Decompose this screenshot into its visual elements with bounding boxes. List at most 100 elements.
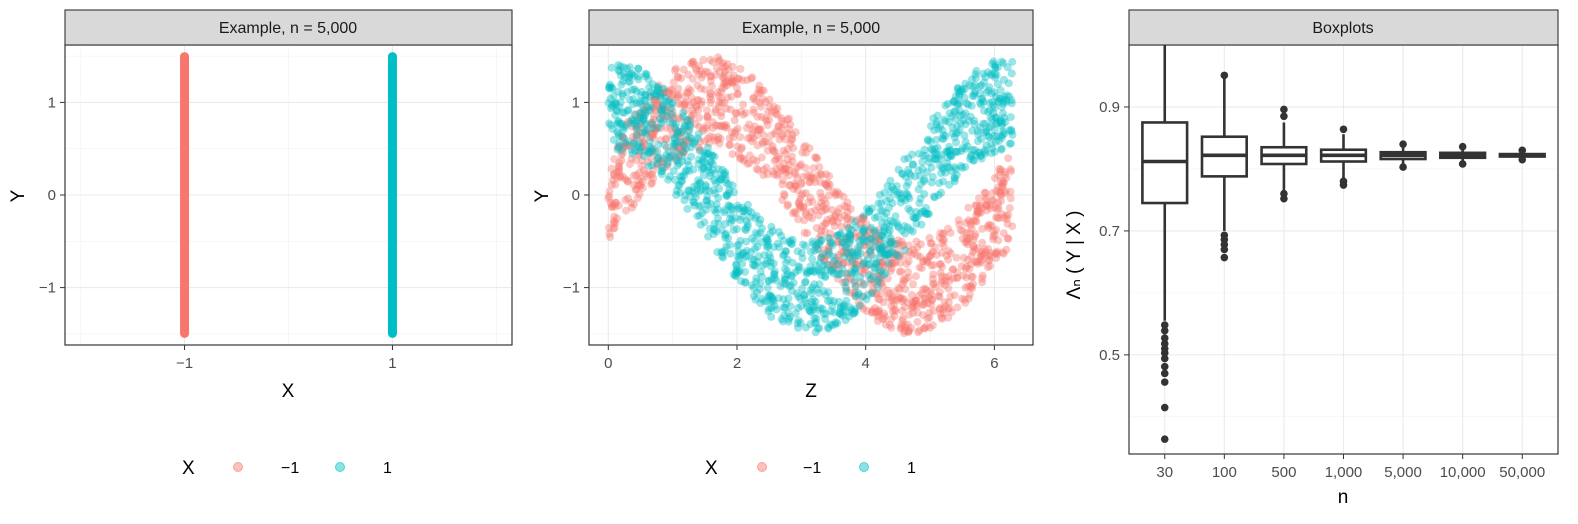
scatter-point [860,213,868,222]
scatter-point [755,285,764,294]
scatter-point [714,214,722,223]
scatter-point [874,271,883,280]
scatter-point [859,304,868,313]
scatter-point [977,247,986,256]
scatter-point [683,136,692,145]
scatter-point [927,300,936,309]
scatter-point [824,191,833,200]
scatter-point [981,145,990,154]
scatter-point [882,250,891,259]
scatter-point [905,169,914,178]
scatter-point [826,296,835,305]
scatter-point [976,201,985,210]
scatter-point [703,192,712,201]
scatter-point [898,316,907,325]
scatter-point [941,302,949,311]
scatter-point [632,123,640,132]
scatter-point [724,76,733,85]
scatter-point [613,127,622,136]
scatter-point [857,266,866,275]
scatter-point [763,121,772,129]
scatter-point [737,144,746,153]
scatter-point [939,165,948,174]
scatter-point [616,119,625,128]
scatter-point [715,139,724,148]
scatter-point [894,236,903,245]
scatter-point [641,106,650,115]
scatter-point [788,131,797,139]
scatter-point [657,106,666,115]
scatter-point [936,260,945,268]
scatter-point [799,203,808,212]
scatter-point [904,257,913,266]
scatter-point [783,270,792,279]
scatter-point [840,201,849,210]
scatter-point [834,256,843,265]
scatter-point [850,217,859,226]
scatter-point [890,311,899,320]
scatter-point [831,320,840,329]
scatter-point [782,279,790,288]
scatter-point [901,189,910,198]
scatter-point [695,202,704,211]
scatter-point [950,291,959,300]
scatter-point [717,248,726,257]
scatter-point [771,129,780,138]
scatter-point [788,239,796,248]
scatter-point [654,140,663,149]
scatter-point [612,173,621,182]
scatter-point [683,121,692,130]
scatter-point [679,141,688,150]
scatter-point [885,253,894,262]
scatter-point [779,236,788,245]
scatter-point [857,219,866,227]
scatter-point [999,178,1008,187]
scatter-point [855,236,864,245]
scatter-point [913,243,922,252]
scatter-point [789,144,798,152]
scatter-point [723,60,732,68]
scatter-point [890,253,899,262]
scatter-point [895,251,904,260]
scatter-point [932,120,941,129]
scatter-point [851,260,860,269]
scatter-point [617,146,626,155]
scatter-point [817,170,826,179]
scatter-point [979,69,988,78]
scatter-point [640,139,649,148]
scatter-point [766,229,775,238]
scatter-point [805,144,814,153]
scatter-point [900,295,908,304]
scatter-point [851,292,860,301]
scatter-point [759,261,767,270]
scatter-point [715,56,724,65]
legend-label-pos1: 1 [383,460,392,477]
scatter-point [820,219,829,228]
scatter-point [837,248,846,257]
scatter-point [674,150,683,159]
scatter-point [985,220,994,229]
scatter-point [915,291,924,300]
scatter-point [927,144,936,153]
scatter-point [706,132,715,141]
scatter-point [706,76,715,85]
scatter-point [711,108,720,117]
scatter-point [871,242,880,251]
scatter-point [622,120,630,129]
scatter-point [781,135,790,144]
scatter-point [748,73,757,82]
scatter-point [678,157,687,166]
scatter-point [881,268,890,277]
scatter-point [718,73,727,82]
scatter-point [709,133,718,142]
scatter-point [827,259,836,268]
scatter-point [784,309,793,318]
scatter-point [605,229,614,238]
scatter-point [905,310,914,319]
scatter-point [943,159,952,168]
scatter-point [842,287,851,296]
scatter-point [668,85,677,94]
scatter-point [955,90,964,99]
scatter-point [831,191,840,200]
scatter-point [823,260,832,269]
